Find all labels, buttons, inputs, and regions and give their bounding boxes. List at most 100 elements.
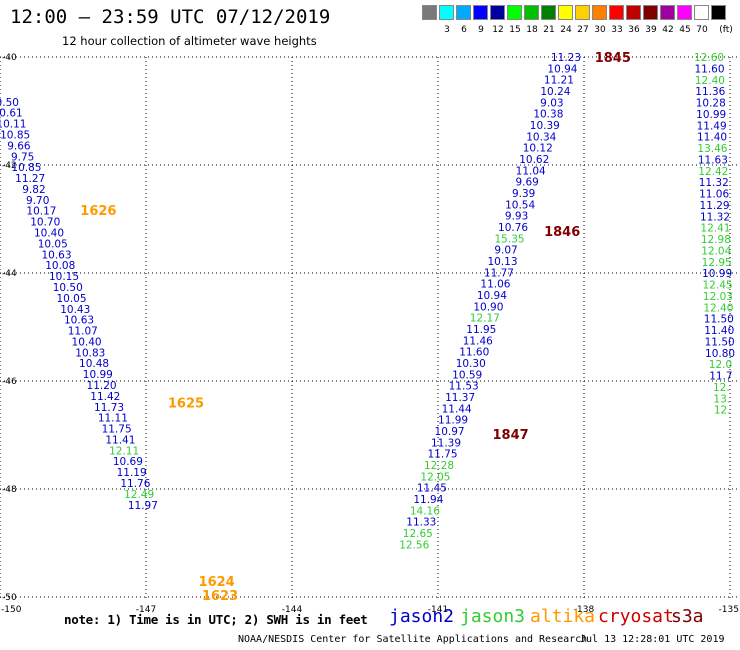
- graticule: [0, 56, 740, 600]
- swh-value: 10.40: [72, 336, 102, 348]
- swh-value: 9.93: [505, 211, 528, 223]
- scale-swatch: [609, 5, 624, 20]
- swh-value: 10.11: [0, 119, 26, 131]
- scale-unit: (ft): [719, 25, 733, 35]
- swh-value: 11.36: [695, 86, 725, 98]
- swh-value: 13.46: [697, 143, 727, 155]
- swh-value: 9.03: [540, 97, 563, 109]
- swh-value: 11.60: [459, 347, 489, 359]
- swh-value: 10.97: [435, 426, 465, 438]
- swh-value: 12.0: [709, 359, 732, 371]
- track-left: 10.5010.6110.1110.859.669.7510.8511.279.…: [0, 97, 158, 512]
- scale-swatch: [473, 5, 488, 20]
- swh-value: 11.42: [90, 391, 120, 403]
- swh-value: 15.35: [495, 233, 525, 245]
- lon-tick-label: -147: [136, 605, 156, 615]
- swh-value: 11.21: [544, 75, 574, 87]
- swh-value: 11.20: [87, 380, 117, 392]
- legend-item-s3a: s3a: [671, 606, 704, 627]
- swh-value: 10.83: [75, 347, 105, 359]
- swh-value: 11.45: [417, 483, 447, 495]
- swh-value: 14.16: [410, 505, 440, 517]
- swh-value: 12.95: [702, 257, 732, 269]
- swh-value: 11.41: [105, 434, 135, 446]
- swh-value: 11.32: [699, 177, 729, 189]
- swh-value: 12.: [713, 382, 730, 394]
- swh-value: 11.06: [699, 189, 729, 201]
- swh-value: 11.04: [516, 165, 546, 177]
- scale-swatch: [490, 5, 505, 20]
- swh-value: 10.08: [45, 260, 75, 272]
- swh-value: 10.05: [38, 238, 68, 250]
- swh-value: 12.60: [694, 52, 724, 64]
- lat-tick-label: -44: [2, 269, 17, 279]
- lon-tick-label: -150: [1, 605, 22, 615]
- scale-label: 30: [594, 25, 606, 35]
- swh-value: 9.82: [22, 184, 45, 196]
- scale-label: 24: [560, 25, 572, 35]
- swh-value: 10.59: [452, 369, 482, 381]
- swh-value: 12.17: [470, 313, 500, 325]
- swh-value: 11.19: [117, 467, 147, 479]
- scale-label: 36: [628, 25, 640, 35]
- swh-value: 10.69: [113, 456, 143, 468]
- color-scale: 3 6 9 12 15 18 21 24 27 30 33 36 39 42 45 70 (ft): [422, 5, 740, 35]
- track-middle: 11.2310.9411.2110.249.0310.3810.3910.341…: [399, 52, 581, 551]
- scale-swatch: [558, 5, 573, 20]
- swh-value: 9.70: [26, 195, 49, 207]
- swh-value: 12.65: [403, 528, 433, 540]
- swh-value: 11.06: [480, 279, 510, 291]
- swh-value: 11.37: [445, 392, 475, 404]
- scale-label: 39: [645, 25, 657, 35]
- legend-item-altika: altika: [530, 606, 596, 627]
- swh-value: 10.63: [64, 315, 94, 327]
- scale-label: 15: [509, 25, 521, 35]
- swh-value: 10.15: [49, 271, 79, 283]
- swh-value: 11.29: [700, 200, 730, 212]
- swh-value: 11.77: [484, 267, 514, 279]
- scale-swatch: [456, 5, 471, 20]
- scale-swatch: [507, 5, 522, 20]
- swh-value: 10.80: [705, 348, 735, 360]
- swh-value: 11.75: [427, 449, 457, 461]
- swh-value: 10.85: [0, 129, 30, 141]
- swh-value: 10.99: [702, 268, 732, 280]
- swh-value: 11.75: [102, 424, 132, 436]
- swh-value: 11.11: [98, 413, 128, 425]
- swh-value: 10.94: [547, 63, 577, 75]
- swh-value: 11.97: [128, 500, 158, 512]
- scale-label: 27: [577, 25, 589, 35]
- scale-label: 42: [662, 25, 674, 35]
- pass-time-label: 1626: [80, 204, 116, 219]
- lon-tick-label: -138: [574, 605, 595, 615]
- swh-value: 11.07: [68, 326, 98, 338]
- lat-tick-label: -48: [2, 485, 17, 495]
- scale-label: 45: [679, 25, 691, 35]
- lat-tick-label: -50: [2, 593, 17, 603]
- swh-value: 12.11: [109, 445, 139, 457]
- swh-value: 10.94: [477, 290, 507, 302]
- swh-value: 11.95: [466, 324, 496, 336]
- note-text: note: 1) Time is in UTC; 2) SWH is in fe…: [64, 612, 368, 627]
- scale-swatch: [660, 5, 675, 20]
- scale-label: 21: [543, 25, 555, 35]
- swh-value: 9.07: [494, 245, 517, 257]
- altimeter-tracks: 10.5010.6110.1110.859.669.7510.8511.279.…: [0, 52, 735, 551]
- swh-value: 10.17: [26, 206, 56, 218]
- legend-item-jason3: jason3: [460, 606, 526, 627]
- legend-item-cryosat: cryosat: [598, 606, 674, 627]
- scale-swatch: [677, 5, 692, 20]
- swh-value: 9.75: [11, 151, 34, 163]
- swh-value: 12.40: [695, 75, 725, 87]
- scale-label: 3: [444, 25, 450, 35]
- scale-swatch: [711, 5, 726, 20]
- swh-value: 11.60: [694, 63, 724, 75]
- pass-time-label: 1846: [544, 225, 580, 240]
- swh-value: 12.41: [700, 223, 730, 235]
- swh-value: 12.98: [701, 234, 731, 246]
- swh-value: 10.38: [533, 109, 563, 121]
- swh-value: 10.76: [498, 222, 528, 234]
- swh-value: 10.54: [505, 199, 535, 211]
- footer-credit: NOAA/NESDIS Center for Satellite Applica…: [238, 634, 588, 645]
- scale-swatch: [524, 5, 539, 20]
